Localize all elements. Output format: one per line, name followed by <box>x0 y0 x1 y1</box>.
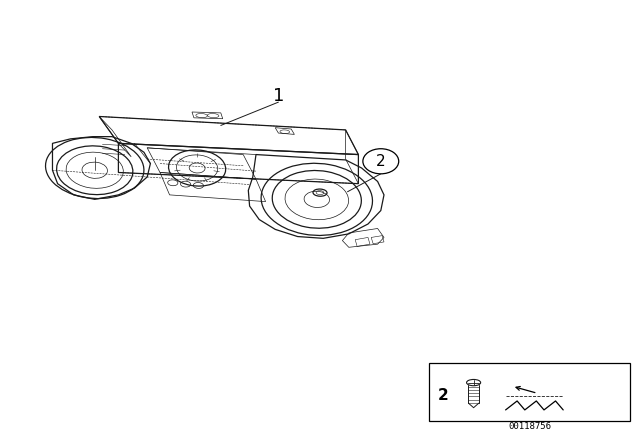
Text: 1: 1 <box>273 87 284 105</box>
Text: 00118756: 00118756 <box>508 422 552 431</box>
Text: 2: 2 <box>438 388 448 403</box>
Bar <box>429 363 630 421</box>
Circle shape <box>363 149 399 174</box>
Text: 2: 2 <box>376 154 386 169</box>
